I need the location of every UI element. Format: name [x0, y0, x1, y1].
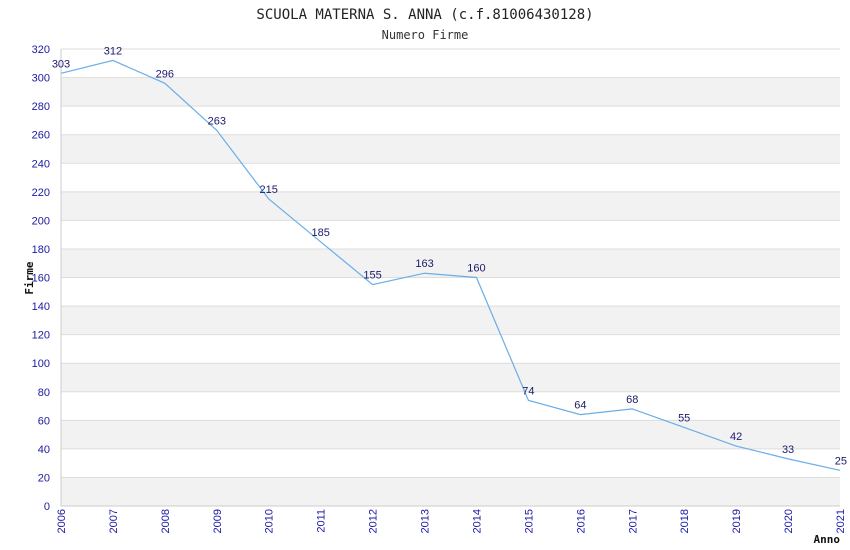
- data-label: 163: [415, 258, 433, 270]
- x-tick-label: 2021: [835, 509, 847, 533]
- data-label: 55: [678, 412, 690, 424]
- x-tick-label: 2019: [731, 509, 743, 533]
- grid-band: [61, 77, 840, 107]
- x-tick-label: 2006: [56, 509, 68, 533]
- x-tick-label: 2014: [471, 509, 483, 533]
- y-tick-label: 180: [32, 244, 50, 256]
- data-label: 215: [260, 184, 278, 196]
- x-tick-label: 2010: [264, 509, 276, 533]
- y-tick-label: 80: [38, 387, 50, 399]
- x-tick-label: 2008: [160, 509, 172, 533]
- y-tick-label: 100: [32, 358, 50, 370]
- x-tick-label: 2012: [368, 509, 380, 533]
- y-tick-label: 300: [32, 73, 50, 85]
- chart-subtitle: Numero Firme: [382, 28, 469, 42]
- y-tick-label: 200: [32, 215, 50, 227]
- grid-band: [61, 191, 840, 221]
- x-tick-label: 2016: [575, 509, 587, 533]
- x-tick-label: 2009: [212, 509, 224, 533]
- y-tick-label: 120: [32, 330, 50, 342]
- data-label: 296: [156, 68, 174, 80]
- grid-band: [61, 420, 840, 449]
- data-label: 303: [52, 58, 70, 70]
- y-axis-label: Firme: [23, 261, 36, 294]
- x-tick-label: 2007: [108, 509, 120, 533]
- data-label: 155: [363, 270, 381, 282]
- y-tick-label: 160: [32, 273, 50, 285]
- y-tick-label: 220: [32, 187, 50, 199]
- series-group: [60, 59, 841, 471]
- chart-title: SCUOLA MATERNA S. ANNA (c.f.81006430128): [256, 7, 593, 23]
- x-axis: 2006 2007 2008 2009 2010 2011 2012 2013 2014 2015…: [56, 509, 847, 533]
- y-tick-label: 20: [38, 472, 50, 484]
- grid-band: [61, 306, 840, 335]
- x-tick-label: 2020: [783, 509, 795, 533]
- y-tick-label: 0: [44, 501, 50, 513]
- x-tick-label: 2013: [420, 509, 432, 533]
- data-label: 68: [626, 394, 638, 406]
- grid-band: [61, 134, 840, 164]
- data-label: 64: [574, 400, 586, 412]
- grid-band: [61, 477, 840, 506]
- data-label: 74: [522, 385, 534, 397]
- y-tick-label: 280: [32, 101, 50, 113]
- data-label: 33: [782, 444, 794, 456]
- y-tick-label: 140: [32, 301, 50, 313]
- y-tick-label: 60: [38, 415, 50, 427]
- series-line: [60, 59, 841, 471]
- data-label: 312: [104, 45, 122, 57]
- y-tick-label: 260: [32, 130, 50, 142]
- x-axis-label: Anno: [814, 533, 841, 546]
- grid-band: [61, 363, 840, 392]
- data-label: 185: [311, 227, 329, 239]
- data-labels: 303 312 296 263 215 185 155 163 160 74 64 68 55 42 33 2…: [52, 45, 847, 467]
- x-tick-label: 2015: [523, 509, 535, 533]
- data-label: 160: [467, 263, 485, 275]
- x-tick-label: 2017: [627, 509, 639, 533]
- data-label: 42: [730, 431, 742, 443]
- data-label: 263: [208, 115, 226, 127]
- y-axis: 0 20 40 60 80 100 120 140 160 180 200 220 240 260 280 3…: [32, 44, 50, 513]
- y-tick-label: 320: [32, 44, 50, 56]
- data-label: 25: [835, 455, 847, 467]
- x-tick-label: 2011: [316, 509, 328, 533]
- x-tick-label: 2018: [679, 509, 691, 533]
- grid-band: [61, 248, 840, 278]
- y-tick-label: 40: [38, 444, 50, 456]
- y-tick-label: 240: [32, 158, 50, 170]
